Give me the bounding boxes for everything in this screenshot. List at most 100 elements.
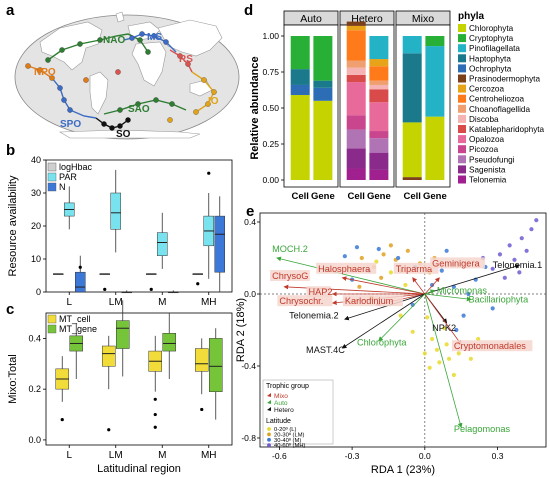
station-dot [67,107,73,113]
box [162,333,176,352]
arrow-label: NPK2 [432,323,456,333]
station-dot [49,75,55,81]
legend-label: Opalozoa [469,135,504,144]
loading-arrow [276,256,425,295]
bar-segment [346,74,366,83]
station-dot [101,121,107,127]
sample-point [396,255,401,261]
station-dot [59,47,65,53]
arrow-label: Cryptomonadales [454,341,526,351]
box [69,335,83,352]
legend-dot [267,432,271,437]
box [168,291,179,294]
box [99,273,110,275]
bar-segment [313,100,333,180]
sample-point [454,327,459,333]
sample-point [354,245,360,250]
sample-point [376,246,381,252]
station-dot [151,33,157,39]
y-tick-label: 0.2 [28,384,41,394]
sample-point [473,277,478,282]
cruise-track [27,65,53,79]
outlier-point [200,407,204,412]
sample-point [366,268,372,273]
outlier-point [103,287,107,291]
station-dot [153,97,159,103]
sample-point [379,275,384,280]
sample-point [429,336,435,342]
x-tick-label: 0.0 [419,451,431,461]
legend-label: 40-60º (MH) [274,442,305,449]
sample-point [512,257,517,262]
bar-segment [369,152,389,170]
legend-dot [267,437,271,442]
legend-label: 30-40º (M) [274,437,301,444]
sample-point [405,248,410,253]
loading-arrow [378,293,426,342]
station-dot [163,39,169,45]
legend-arrow-icon [267,400,271,404]
bar-segment [346,148,366,169]
arrow-label: MOCH.2 [272,244,308,254]
legend-swatch [458,34,466,43]
x-tick-label: Gene [367,191,391,202]
y-tick-label: 0.50 [262,103,279,113]
legend-label: 20-30º (LM) [274,431,305,438]
legend-label: Prasinodermophyta [469,75,540,84]
bar-segment [402,36,422,54]
station-dot [177,53,183,59]
sample-point [427,270,432,275]
station-dot [115,69,121,75]
arrow-label: Pelagomonas [454,424,511,434]
legend-swatch [458,64,466,73]
station-dot [109,125,115,131]
legend-label: Discoba [469,115,499,124]
station-dot [37,67,43,73]
sample-point [490,306,495,311]
land-mass [89,71,109,115]
panel-letter-c: c [6,301,15,318]
cruise-track [191,71,215,113]
bar-segment [313,36,333,81]
legend-arrow-icon [267,407,271,411]
land-mass [127,21,161,41]
bar-segment [402,53,422,123]
x-tick-label: MH [201,450,217,461]
box [75,271,86,293]
station-dot [45,57,51,63]
legend-dot [267,443,271,448]
sample-point [425,315,430,320]
legend-swatch [458,24,466,32]
bar-segment [346,30,366,61]
arrow-label: Telonemia.1 [493,260,543,270]
bar-segment [346,115,366,130]
y-tick-label: 1.00 [262,31,279,41]
facet-frame [283,24,339,188]
sample-point [502,275,507,280]
sample-point [427,365,432,370]
box [53,273,64,275]
station-dot [169,101,175,107]
bar-segment [369,84,389,90]
land-mass [157,19,223,57]
region-label: MS [147,32,162,43]
loading-arrow [424,264,521,295]
sample-point [497,252,503,257]
outlier-point [60,418,64,422]
y-tick-label: 40 [31,155,41,165]
sample-point [529,227,534,232]
legend-swatch [458,54,466,63]
bar-segment [290,69,310,85]
cruise-track [95,117,129,129]
legend-label: Cryptophyta [469,34,514,43]
x-tick-label: Gene [423,191,447,202]
arrow-label: Halosphaera [318,264,371,274]
station-dot [61,97,67,103]
sample-point [524,248,529,253]
outlier-point [149,287,153,291]
y-tick-label: 0.0 [28,435,41,445]
sample-point [398,313,403,318]
box [209,338,223,392]
box [116,320,130,349]
